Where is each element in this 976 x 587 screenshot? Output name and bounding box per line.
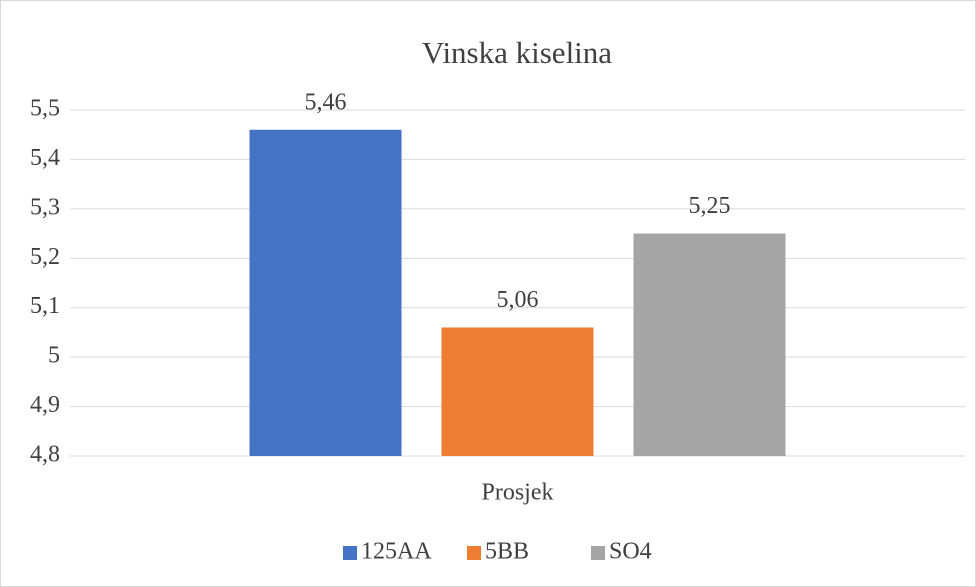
y-tick-label: 5,5 xyxy=(30,96,60,122)
legend-label: SO4 xyxy=(609,539,652,565)
y-tick-label: 5,2 xyxy=(30,244,60,270)
bar xyxy=(249,129,402,456)
legend-swatch xyxy=(467,546,481,560)
data-label: 5,06 xyxy=(497,287,539,313)
bar xyxy=(633,233,786,456)
data-label: 5,25 xyxy=(689,193,731,219)
legend-label: 125AA xyxy=(361,539,432,565)
legend-label: 5BB xyxy=(485,539,529,565)
x-tick-label: Prosjek xyxy=(482,480,554,506)
chart-title: Vinska kiselina xyxy=(422,35,612,70)
y-tick-label: 5,4 xyxy=(30,145,60,171)
y-tick-label: 4,9 xyxy=(30,392,60,418)
data-label: 5,46 xyxy=(305,89,347,115)
legend-swatch xyxy=(591,546,605,560)
y-tick-label: 4,8 xyxy=(30,442,60,468)
y-tick-label: 5 xyxy=(48,343,60,369)
bar xyxy=(441,327,594,456)
y-tick-label: 5,3 xyxy=(30,194,60,220)
legend-swatch xyxy=(343,546,357,560)
y-tick-label: 5,1 xyxy=(30,293,60,319)
